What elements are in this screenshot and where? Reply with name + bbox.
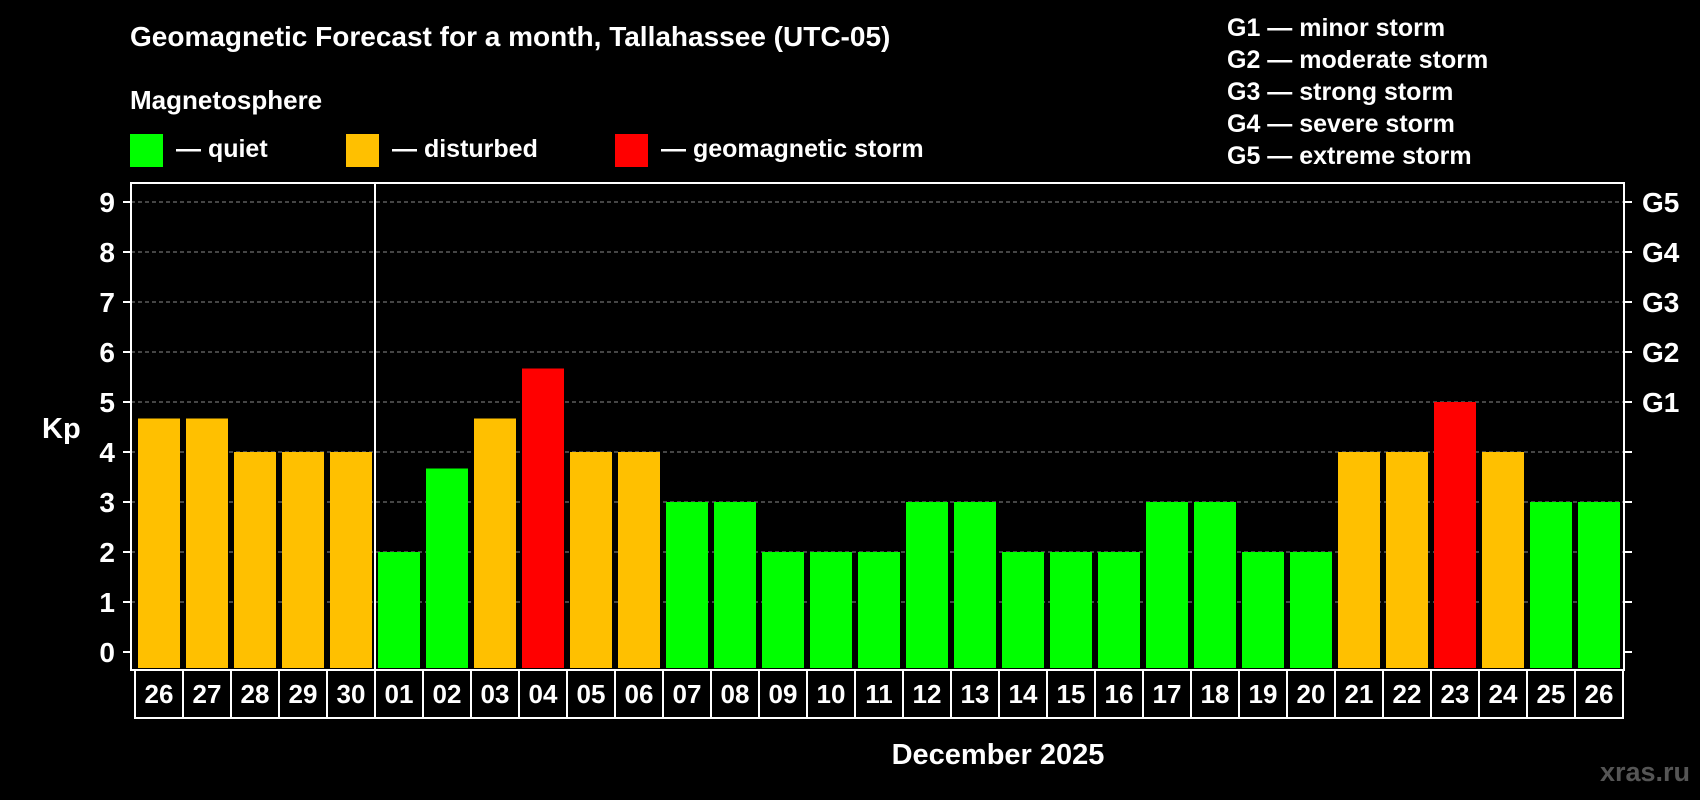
storm-scale-g3: G3 — strong storm bbox=[1227, 78, 1454, 106]
y-tick-label: 4 bbox=[99, 437, 115, 468]
bar-13 bbox=[954, 502, 996, 668]
bar-17 bbox=[1146, 502, 1188, 668]
x-tick-label: 01 bbox=[385, 679, 414, 709]
legend-label-disturbed: — disturbed bbox=[392, 135, 538, 163]
y-tick-label: 6 bbox=[99, 337, 115, 368]
bar-18 bbox=[1194, 502, 1236, 668]
bar-03 bbox=[474, 418, 516, 668]
bar-08 bbox=[714, 502, 756, 668]
x-tick-label: 23 bbox=[1441, 679, 1470, 709]
x-tick-label: 08 bbox=[721, 679, 750, 709]
bar-28 bbox=[234, 452, 276, 668]
bar-11 bbox=[858, 552, 900, 668]
y-axis-title: Kp bbox=[42, 413, 81, 445]
bar-25 bbox=[1530, 502, 1572, 668]
x-tick-label: 12 bbox=[913, 679, 942, 709]
x-tick-label: 05 bbox=[577, 679, 606, 709]
storm-scale-g2: G2 — moderate storm bbox=[1227, 46, 1489, 74]
legend-heading: Magnetosphere bbox=[130, 85, 323, 115]
bar-14 bbox=[1002, 552, 1044, 668]
x-axis-title: December 2025 bbox=[892, 739, 1105, 771]
legend-swatch-quiet bbox=[130, 134, 163, 167]
x-tick-label: 30 bbox=[337, 679, 366, 709]
x-tick-label: 07 bbox=[673, 679, 702, 709]
y-tick-label: 9 bbox=[99, 187, 115, 218]
x-tick-label: 28 bbox=[241, 679, 270, 709]
x-tick-label: 26 bbox=[1585, 679, 1614, 709]
bar-06 bbox=[618, 452, 660, 668]
x-tick-label: 09 bbox=[769, 679, 798, 709]
y-tick-label: 3 bbox=[99, 487, 115, 518]
x-tick-label: 06 bbox=[625, 679, 654, 709]
y-tick-label: 5 bbox=[99, 387, 115, 418]
x-tick-label: 22 bbox=[1393, 679, 1422, 709]
x-tick-label: 15 bbox=[1057, 679, 1086, 709]
g-level-label: G3 bbox=[1642, 287, 1679, 318]
g-level-label: G1 bbox=[1642, 387, 1679, 418]
y-tick-label: 0 bbox=[99, 637, 115, 668]
date-row-frame bbox=[134, 669, 1624, 719]
g-level-label: G5 bbox=[1642, 187, 1679, 218]
x-tick-label: 26 bbox=[145, 679, 174, 709]
legend-swatch-disturbed bbox=[346, 134, 379, 167]
x-tick-label: 16 bbox=[1105, 679, 1134, 709]
legend-swatch-storm bbox=[615, 134, 648, 167]
bar-26 bbox=[138, 418, 180, 668]
legend-label-storm: — geomagnetic storm bbox=[661, 135, 924, 163]
x-tick-label: 29 bbox=[289, 679, 318, 709]
bar-16 bbox=[1098, 552, 1140, 668]
storm-scale-g5: G5 — extreme storm bbox=[1227, 142, 1472, 170]
bar-22 bbox=[1386, 452, 1428, 668]
x-tick-label: 04 bbox=[529, 679, 558, 709]
x-tick-label: 13 bbox=[961, 679, 990, 709]
storm-scale-legend: G1 — minor storm G2 — moderate storm G3 … bbox=[1227, 12, 1488, 172]
bar-05 bbox=[570, 452, 612, 668]
bar-20 bbox=[1290, 552, 1332, 668]
x-tick-label: 02 bbox=[433, 679, 462, 709]
bar-26 bbox=[1578, 502, 1620, 668]
bar-04 bbox=[522, 368, 564, 668]
bar-30 bbox=[330, 452, 372, 668]
storm-scale-g4: G4 — severe storm bbox=[1227, 110, 1455, 138]
x-tick-label: 27 bbox=[193, 679, 222, 709]
bar-23 bbox=[1434, 402, 1476, 668]
y-tick-label: 2 bbox=[99, 537, 115, 568]
y-tick-label: 1 bbox=[99, 587, 115, 618]
bar-09 bbox=[762, 552, 804, 668]
bar-27 bbox=[186, 418, 228, 668]
bar-07 bbox=[666, 502, 708, 668]
g-level-label: G2 bbox=[1642, 337, 1679, 368]
y-tick-label: 8 bbox=[99, 237, 115, 268]
x-tick-label: 18 bbox=[1201, 679, 1230, 709]
g-level-label: G4 bbox=[1642, 237, 1680, 268]
x-tick-label: 20 bbox=[1297, 679, 1326, 709]
bar-29 bbox=[282, 452, 324, 668]
x-tick-label: 10 bbox=[817, 679, 846, 709]
chart-title: Geomagnetic Forecast for a month, Tallah… bbox=[130, 21, 891, 52]
bar-15 bbox=[1050, 552, 1092, 668]
legend-label-quiet: — quiet bbox=[176, 135, 268, 163]
x-tick-label: 25 bbox=[1537, 679, 1566, 709]
bar-10 bbox=[810, 552, 852, 668]
y-tick-label: 7 bbox=[99, 287, 115, 318]
storm-scale-g1: G1 — minor storm bbox=[1227, 14, 1446, 42]
x-tick-label: 19 bbox=[1249, 679, 1278, 709]
x-tick-label: 17 bbox=[1153, 679, 1182, 709]
x-tick-label: 03 bbox=[481, 679, 510, 709]
bar-02 bbox=[426, 468, 468, 668]
watermark: xras.ru bbox=[1599, 757, 1690, 787]
bar-21 bbox=[1338, 452, 1380, 668]
bar-24 bbox=[1482, 452, 1524, 668]
bar-19 bbox=[1242, 552, 1284, 668]
x-tick-label: 21 bbox=[1345, 679, 1374, 709]
bar-01 bbox=[378, 552, 420, 668]
x-tick-label: 14 bbox=[1009, 679, 1038, 709]
bar-12 bbox=[906, 502, 948, 668]
x-tick-label: 24 bbox=[1489, 679, 1518, 709]
x-tick-label: 11 bbox=[865, 679, 893, 709]
